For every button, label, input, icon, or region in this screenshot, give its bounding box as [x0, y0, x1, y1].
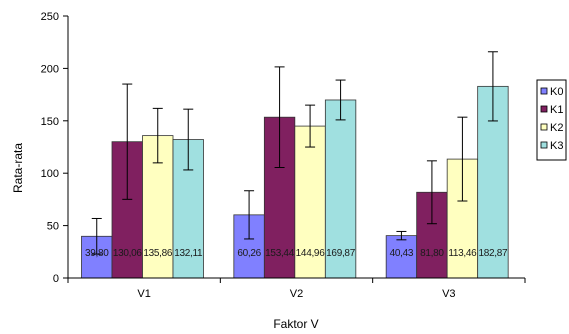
- error-bar-k2-v3: [457, 116, 468, 202]
- legend-item-k3: K3: [540, 140, 563, 152]
- x-tick-label-v1: V1: [137, 288, 150, 300]
- error-bar-k3-v3: [487, 51, 498, 122]
- y-tick-label: 150: [41, 116, 59, 128]
- y-axis-title: Rata-rata: [11, 143, 25, 193]
- y-tick-label: 100: [41, 168, 59, 180]
- error-bar-k0-v3: [396, 230, 407, 241]
- legend-label: K3: [550, 140, 563, 152]
- error-bar-k1-v2: [274, 66, 285, 168]
- legend-swatch: [540, 105, 548, 113]
- error-bar-k2-v1: [152, 107, 163, 164]
- legend: K0 K1 K2 K3: [536, 79, 567, 161]
- error-bars-layer: [91, 51, 498, 255]
- x-tick-label-v3: V3: [442, 288, 455, 300]
- error-bar-k0-v2: [244, 190, 255, 240]
- error-bar-k2-v2: [305, 104, 316, 148]
- bar-k3-v2: [324, 99, 357, 279]
- y-tick-label: 200: [41, 63, 59, 75]
- data-label-k1-v2: 153,44: [265, 248, 295, 259]
- data-label-k2-v3: 113,46: [448, 248, 477, 259]
- data-label-k0-v2: 60,26: [237, 248, 261, 259]
- data-label-k2-v1: 135,86: [143, 248, 173, 259]
- data-labels-layer: 39,80 130,06 135,86 132,11 60,26 153,44 144,96…: [85, 248, 508, 259]
- legend-item-k0: K0: [540, 86, 563, 98]
- data-label-k3-v2: 169,87: [326, 248, 356, 259]
- error-bar-k1-v1: [122, 83, 133, 200]
- y-tick-label: 50: [47, 221, 59, 233]
- data-label-k1-v1: 130,06: [113, 248, 143, 259]
- legend-swatch: [540, 123, 548, 131]
- error-bar-k3-v2: [335, 79, 346, 121]
- legend-label: K2: [550, 122, 563, 134]
- y-tick-label: 0: [53, 273, 59, 285]
- error-bar-k0-v1: [91, 217, 102, 255]
- legend-label: K0: [550, 86, 563, 98]
- x-axis-title: Faktor V: [273, 317, 318, 331]
- data-label-k2-v2: 144,96: [296, 248, 326, 259]
- legend-swatch: [540, 87, 548, 95]
- legend-label: K1: [550, 104, 563, 116]
- error-bar-k1-v3: [426, 160, 437, 225]
- legend-swatch: [540, 141, 548, 149]
- data-label-k3-v1: 132,11: [174, 248, 203, 259]
- legend-item-k2: K2: [540, 122, 563, 134]
- data-label-k0-v3: 40,43: [390, 248, 414, 259]
- x-tick-label-v2: V2: [290, 288, 303, 300]
- data-label-k3-v3: 182,87: [479, 248, 509, 259]
- data-label-k1-v3: 81,80: [420, 248, 444, 259]
- legend-item-k1: K1: [540, 104, 563, 116]
- y-tick-label: 250: [41, 11, 59, 23]
- axes: 0 50 100 150 200 250 V1 V2 V3: [41, 11, 526, 300]
- error-bar-k3-v1: [183, 108, 194, 171]
- data-label-k0-v1: 39,80: [85, 248, 109, 259]
